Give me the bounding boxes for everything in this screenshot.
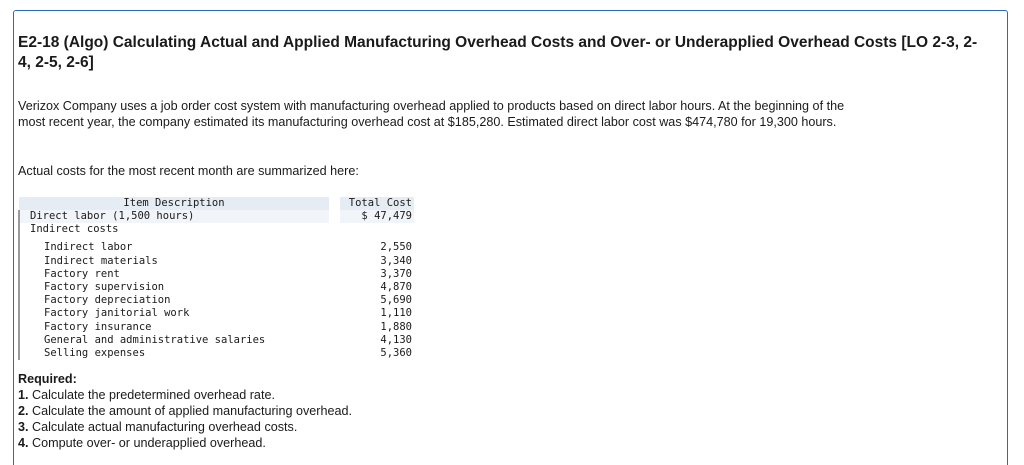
- header-total-cost: Total Cost: [340, 197, 414, 210]
- table-row: Factory depreciation 5,690: [18, 294, 414, 308]
- cost-table: Item Description Total Cost Direct labor…: [18, 197, 414, 361]
- table-row: General and administrative salaries 4,13…: [18, 333, 414, 347]
- required-number: 1.: [18, 388, 29, 402]
- required-number: 3.: [18, 420, 29, 434]
- list-item: 1. Calculate the predetermined overhead …: [18, 387, 352, 403]
- indirect-item-amount: 2,550: [380, 241, 412, 254]
- required-text: Calculate the predetermined overhead rat…: [32, 388, 275, 402]
- indirect-item-label: Factory depreciation: [18, 294, 329, 308]
- table-row: Factory rent 3,370: [18, 267, 414, 281]
- header-description: Item Description: [19, 197, 329, 210]
- indirect-item-label: Factory insurance: [18, 320, 329, 334]
- required-heading: Required:: [18, 372, 77, 386]
- indirect-item-amount: 3,370: [380, 267, 412, 280]
- required-number: 4.: [18, 436, 29, 450]
- list-item: 3. Calculate actual manufacturing overhe…: [18, 419, 352, 435]
- required-text: Calculate actual manufacturing overhead …: [32, 420, 298, 434]
- indirect-item-label: Selling expenses: [18, 346, 329, 361]
- actual-costs-intro: Actual costs for the most recent month a…: [18, 164, 359, 178]
- indirect-item-label: Factory rent: [18, 267, 329, 281]
- indirect-item-amount: 4,870: [380, 281, 412, 294]
- required-section: Required: 1. Calculate the predetermined…: [18, 371, 352, 451]
- indirect-item-label: Factory janitorial work: [18, 307, 329, 321]
- table-row: Indirect labor 2,550: [18, 241, 414, 255]
- table-row: Factory janitorial work 1,110: [18, 307, 414, 321]
- indirect-item-label: Indirect labor: [18, 241, 329, 255]
- direct-labor-amount: $ 47,479: [340, 210, 414, 224]
- indirect-item-amount: 5,360: [380, 346, 412, 359]
- direct-labor-label: Direct labor (1,500 hours): [18, 210, 329, 224]
- cost-table-header: Item Description Total Cost: [19, 197, 414, 210]
- indirect-item-amount: 5,690: [380, 294, 412, 307]
- indirect-item-amount: 1,110: [380, 307, 412, 320]
- required-text: Compute over- or underapplied overhead.: [32, 436, 266, 450]
- indirect-item-label: General and administrative salaries: [18, 333, 329, 347]
- indirect-item-amount: 4,130: [380, 333, 412, 346]
- table-row: Factory insurance 1,880: [18, 320, 414, 334]
- table-row-indirect-heading: Indirect costs: [18, 223, 414, 237]
- list-item: 2. Calculate the amount of applied manuf…: [18, 403, 352, 419]
- table-row: Factory supervision 4,870: [18, 280, 414, 295]
- table-row: Selling expenses 5,360: [18, 346, 414, 361]
- problem-panel: [13, 10, 1008, 465]
- required-list: 1. Calculate the predetermined overhead …: [18, 387, 352, 451]
- indirect-item-label: Indirect materials: [18, 254, 329, 268]
- required-number: 2.: [18, 404, 29, 418]
- table-row-direct-labor: Direct labor (1,500 hours) $ 47,479: [18, 210, 414, 224]
- indirect-costs-heading: Indirect costs: [18, 223, 329, 237]
- indirect-item-label: Factory supervision: [18, 280, 329, 295]
- problem-title: E2-18 (Algo) Calculating Actual and Appl…: [18, 34, 978, 71]
- indirect-item-amount: 1,880: [380, 320, 412, 333]
- table-row: Indirect materials 3,340: [18, 254, 414, 268]
- indirect-item-amount: 3,340: [380, 254, 412, 267]
- list-item: 4. Compute over- or underapplied overhea…: [18, 435, 352, 451]
- required-text: Calculate the amount of applied manufact…: [32, 404, 352, 418]
- problem-content: E2-18 (Algo) Calculating Actual and Appl…: [18, 33, 978, 450]
- problem-intro: Verizox Company uses a job order cost sy…: [18, 99, 845, 129]
